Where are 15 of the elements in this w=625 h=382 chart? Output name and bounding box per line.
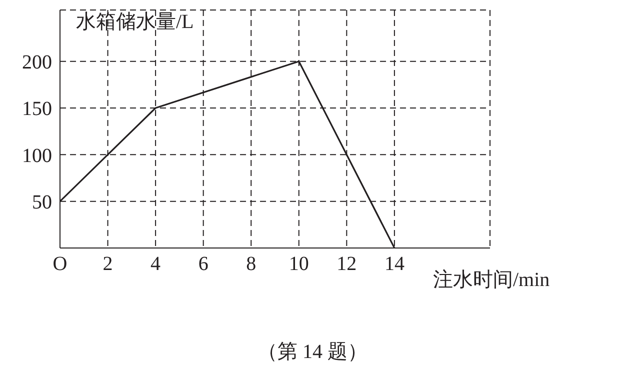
- x-tick-label: O: [52, 253, 68, 276]
- x-tick-label: 14: [384, 253, 404, 276]
- x-tick-label: 6: [198, 253, 208, 276]
- y-axis-title: 水箱储水量/L: [76, 10, 194, 35]
- y-tick-label: 150: [22, 98, 52, 120]
- x-tick-label: 12: [336, 253, 357, 276]
- x-tick-label: 8: [246, 253, 256, 276]
- x-tick-label: 2: [102, 253, 113, 276]
- y-tick-label: 200: [22, 51, 52, 74]
- x-tick-label: 10: [288, 253, 309, 276]
- y-tick-label: 50: [32, 191, 52, 214]
- text: （第 14 题）: [256, 340, 368, 365]
- y-tick-label: 100: [22, 144, 52, 167]
- x-tick-label: 4: [150, 253, 161, 276]
- x-axis-title: 注水时间/min: [433, 268, 550, 293]
